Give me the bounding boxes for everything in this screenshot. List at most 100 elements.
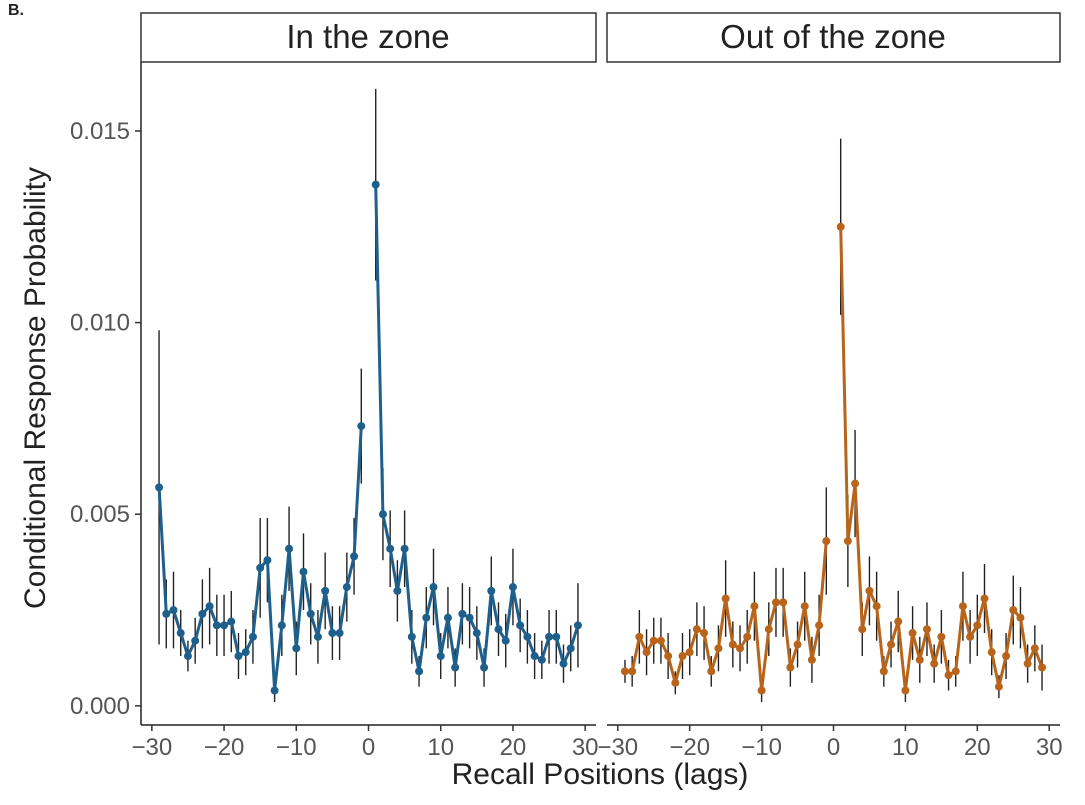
strip-label-right: Out of the zone bbox=[720, 18, 946, 55]
x-tick-label: 20 bbox=[964, 734, 991, 761]
data-point bbox=[793, 640, 802, 649]
data-point bbox=[436, 652, 445, 661]
data-point bbox=[872, 602, 881, 611]
data-point bbox=[635, 632, 644, 641]
data-point bbox=[980, 594, 989, 603]
data-point bbox=[700, 629, 709, 638]
data-point bbox=[212, 621, 221, 630]
data-point bbox=[987, 648, 996, 657]
data-point bbox=[822, 537, 831, 546]
data-point bbox=[836, 222, 845, 231]
data-point bbox=[263, 556, 272, 565]
data-point bbox=[292, 644, 301, 653]
data-point bbox=[415, 667, 424, 676]
x-tick-label: 0 bbox=[827, 734, 840, 761]
data-point bbox=[771, 598, 780, 607]
data-point bbox=[559, 659, 568, 668]
data-point bbox=[656, 636, 665, 645]
series-line bbox=[374, 184, 580, 673]
data-point bbox=[270, 686, 279, 695]
data-point bbox=[451, 663, 460, 672]
data-point bbox=[858, 625, 867, 634]
x-tick-label: −20 bbox=[204, 734, 245, 761]
x-tick-label: −10 bbox=[276, 734, 317, 761]
data-point bbox=[865, 586, 874, 595]
data-point bbox=[764, 625, 773, 634]
data-point bbox=[472, 629, 481, 638]
data-point bbox=[786, 663, 795, 672]
data-point bbox=[516, 621, 525, 630]
data-point bbox=[685, 648, 694, 657]
data-point bbox=[429, 583, 438, 592]
data-point bbox=[191, 636, 200, 645]
data-point bbox=[537, 655, 546, 664]
data-point bbox=[183, 652, 192, 661]
data-point bbox=[750, 602, 759, 611]
data-point bbox=[501, 636, 510, 645]
data-point bbox=[169, 606, 178, 615]
data-point bbox=[530, 652, 539, 661]
data-point bbox=[400, 544, 409, 553]
x-tick-label: 10 bbox=[427, 734, 454, 761]
data-point bbox=[306, 609, 315, 618]
strip-right bbox=[606, 12, 1061, 63]
data-point bbox=[523, 632, 532, 641]
data-point bbox=[851, 479, 860, 488]
data-point bbox=[508, 583, 517, 592]
data-point bbox=[664, 652, 673, 661]
data-point bbox=[887, 640, 896, 649]
strip-left bbox=[140, 12, 597, 63]
y-tick-label: 0.005 bbox=[70, 501, 130, 528]
data-point bbox=[807, 655, 816, 664]
x-tick-label: −30 bbox=[131, 734, 172, 761]
data-point bbox=[487, 586, 496, 595]
data-point bbox=[285, 544, 294, 553]
data-point bbox=[552, 632, 561, 641]
data-point bbox=[930, 659, 939, 668]
data-point bbox=[357, 422, 366, 431]
data-point bbox=[566, 644, 575, 653]
data-point bbox=[241, 648, 250, 657]
data-point bbox=[220, 621, 229, 630]
data-point bbox=[1023, 659, 1032, 668]
data-point bbox=[1016, 613, 1025, 622]
x-tick-label: −20 bbox=[669, 734, 710, 761]
data-point bbox=[728, 640, 737, 649]
x-tick-label: −30 bbox=[597, 734, 638, 761]
data-point bbox=[966, 632, 975, 641]
data-point bbox=[800, 602, 809, 611]
data-point bbox=[205, 602, 214, 611]
data-point bbox=[944, 671, 953, 680]
data-point bbox=[642, 648, 651, 657]
data-point bbox=[1002, 652, 1011, 661]
data-point bbox=[573, 621, 582, 630]
data-point bbox=[386, 544, 395, 553]
y-tick-label: 0.010 bbox=[70, 310, 130, 337]
x-tick-label: 30 bbox=[1036, 734, 1063, 761]
y-axis-title: Conditional Response Probability bbox=[19, 167, 52, 609]
data-point bbox=[198, 609, 207, 618]
x-tick-label: 30 bbox=[572, 734, 599, 761]
data-point bbox=[915, 655, 924, 664]
data-point bbox=[1009, 606, 1018, 615]
data-point bbox=[692, 625, 701, 634]
data-point bbox=[901, 686, 910, 695]
x-tick-label: −10 bbox=[741, 734, 782, 761]
data-point bbox=[743, 632, 752, 641]
data-point bbox=[234, 652, 243, 661]
panel-label: B. bbox=[8, 2, 24, 19]
data-point bbox=[678, 652, 687, 661]
data-point bbox=[155, 483, 164, 492]
data-point bbox=[736, 644, 745, 653]
data-point bbox=[494, 625, 503, 634]
data-point bbox=[879, 667, 888, 676]
strip-label-left: In the zone bbox=[286, 18, 449, 55]
data-point bbox=[321, 586, 330, 595]
data-point bbox=[922, 625, 931, 634]
data-point bbox=[707, 667, 716, 676]
data-point bbox=[313, 632, 322, 641]
data-point bbox=[328, 629, 337, 638]
data-point bbox=[371, 180, 380, 189]
data-point bbox=[393, 586, 402, 595]
data-point bbox=[335, 629, 344, 638]
